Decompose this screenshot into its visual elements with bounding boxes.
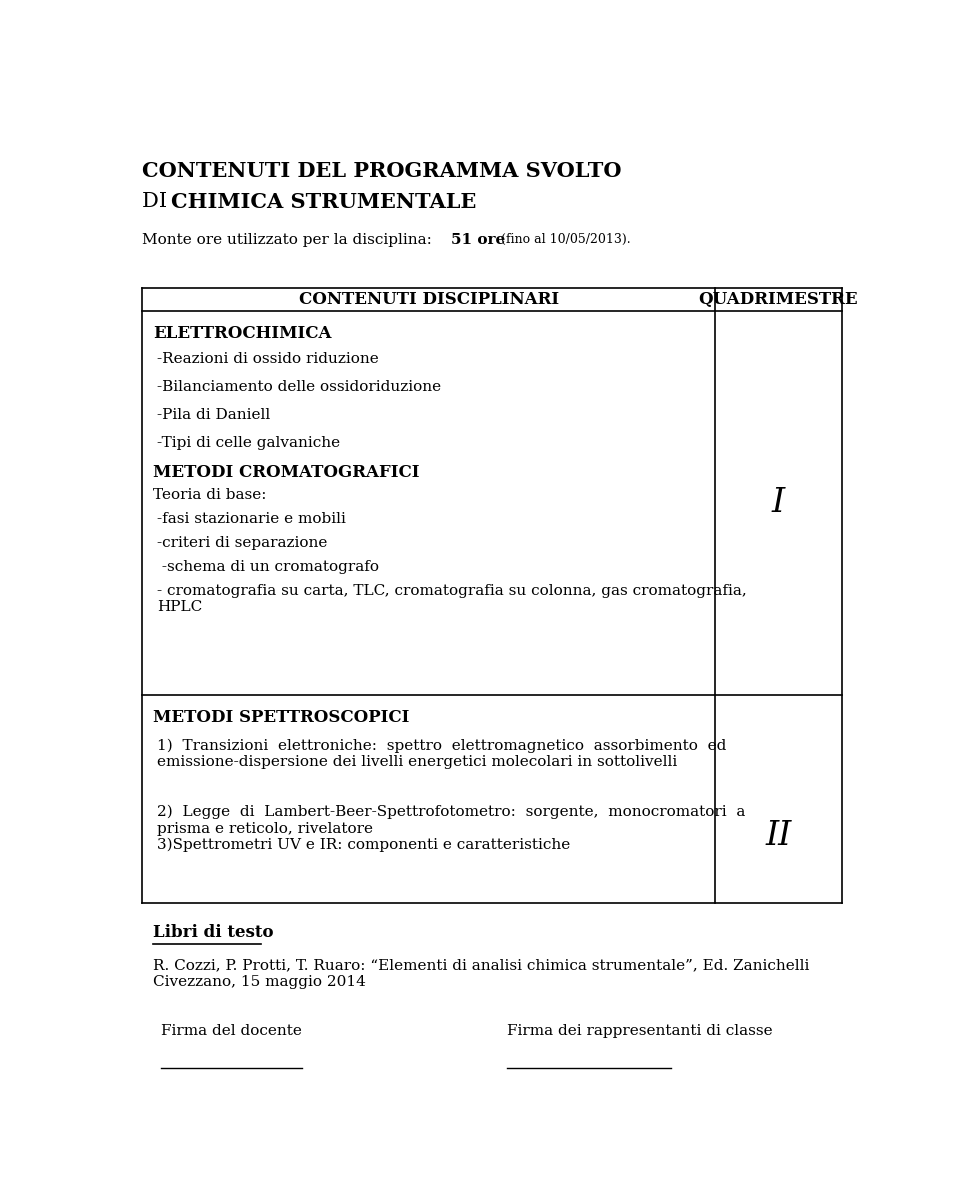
Text: CONTENUTI DEL PROGRAMMA SVOLTO: CONTENUTI DEL PROGRAMMA SVOLTO xyxy=(142,161,622,180)
Text: 2)  Legge  di  Lambert-Beer-Spettrofotometro:  sorgente,  monocromatori  a
prism: 2) Legge di Lambert-Beer-Spettrofotometr… xyxy=(157,805,746,852)
Text: 51 ore: 51 ore xyxy=(451,233,505,248)
Text: CONTENUTI DISCIPLINARI: CONTENUTI DISCIPLINARI xyxy=(299,291,559,308)
Text: DI: DI xyxy=(142,192,174,212)
Text: -schema di un cromatografo: -schema di un cromatografo xyxy=(157,560,379,573)
Text: Firma dei rappresentanti di classe: Firma dei rappresentanti di classe xyxy=(507,1023,773,1037)
Text: ELETTROCHIMICA: ELETTROCHIMICA xyxy=(154,325,332,341)
Text: I: I xyxy=(772,487,785,519)
Text: -Bilanciamento delle ossidoriduzione: -Bilanciamento delle ossidoriduzione xyxy=(157,380,442,394)
Text: - cromatografia su carta, TLC, cromatografia su colonna, gas cromatografia,
HPLC: - cromatografia su carta, TLC, cromatogr… xyxy=(157,584,747,614)
Text: -Reazioni di ossido riduzione: -Reazioni di ossido riduzione xyxy=(157,352,379,367)
Text: METODI CROMATOGRAFICI: METODI CROMATOGRAFICI xyxy=(154,464,420,481)
Text: CHIMICA STRUMENTALE: CHIMICA STRUMENTALE xyxy=(171,192,476,213)
Text: R. Cozzi, P. Protti, T. Ruaro: “Elementi di analisi chimica strumentale”, Ed. Za: R. Cozzi, P. Protti, T. Ruaro: “Elementi… xyxy=(154,959,810,989)
Text: -fasi stazionarie e mobili: -fasi stazionarie e mobili xyxy=(157,512,346,525)
Text: (fino al 10/05/2013).: (fino al 10/05/2013). xyxy=(497,233,631,246)
Text: Firma del docente: Firma del docente xyxy=(161,1023,301,1037)
Text: -criteri di separazione: -criteri di separazione xyxy=(157,536,327,549)
Text: Libri di testo: Libri di testo xyxy=(154,923,274,940)
Text: -Pila di Daniell: -Pila di Daniell xyxy=(157,407,271,422)
Text: Teoria di base:: Teoria di base: xyxy=(154,488,267,501)
Text: QUADRIMESTRE: QUADRIMESTRE xyxy=(699,291,858,308)
Text: -Tipi di celle galvaniche: -Tipi di celle galvaniche xyxy=(157,436,341,450)
Text: Monte ore utilizzato per la disciplina:: Monte ore utilizzato per la disciplina: xyxy=(142,233,437,248)
Text: II: II xyxy=(765,820,792,852)
Text: METODI SPETTROSCOPICI: METODI SPETTROSCOPICI xyxy=(154,709,410,726)
Text: 1)  Transizioni  elettroniche:  spettro  elettromagnetico  assorbimento  ed
emis: 1) Transizioni elettroniche: spettro ele… xyxy=(157,738,727,769)
